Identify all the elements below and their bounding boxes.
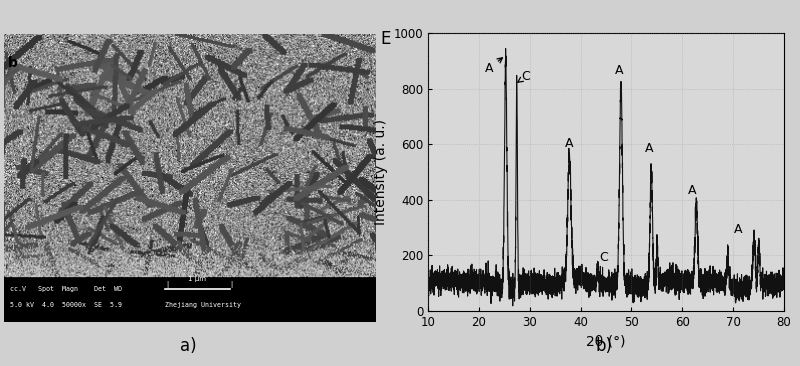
Text: 5.0 kV  4.0  50000x  SE  5.9: 5.0 kV 4.0 50000x SE 5.9 (10, 302, 122, 308)
Text: 1 μm: 1 μm (188, 276, 206, 281)
X-axis label: 2θ (°): 2θ (°) (586, 335, 626, 348)
Y-axis label: Intensity (a. u.): Intensity (a. u.) (374, 119, 388, 225)
Text: |: | (165, 281, 169, 288)
Text: A: A (734, 223, 742, 236)
Text: A: A (565, 137, 574, 150)
Text: |: | (230, 281, 234, 288)
Text: A: A (614, 64, 623, 78)
Text: A: A (645, 142, 654, 155)
Text: A: A (688, 184, 697, 197)
Text: C: C (599, 251, 608, 264)
Text: C: C (518, 70, 530, 83)
Text: a): a) (180, 337, 196, 355)
Text: A: A (485, 58, 502, 75)
Text: cc.V   Spot  Magn    Det  WD: cc.V Spot Magn Det WD (10, 285, 122, 292)
Text: Zhejiang University: Zhejiang University (165, 302, 241, 308)
Text: b): b) (595, 337, 613, 355)
Text: b: b (8, 56, 18, 70)
Text: E: E (380, 30, 390, 48)
